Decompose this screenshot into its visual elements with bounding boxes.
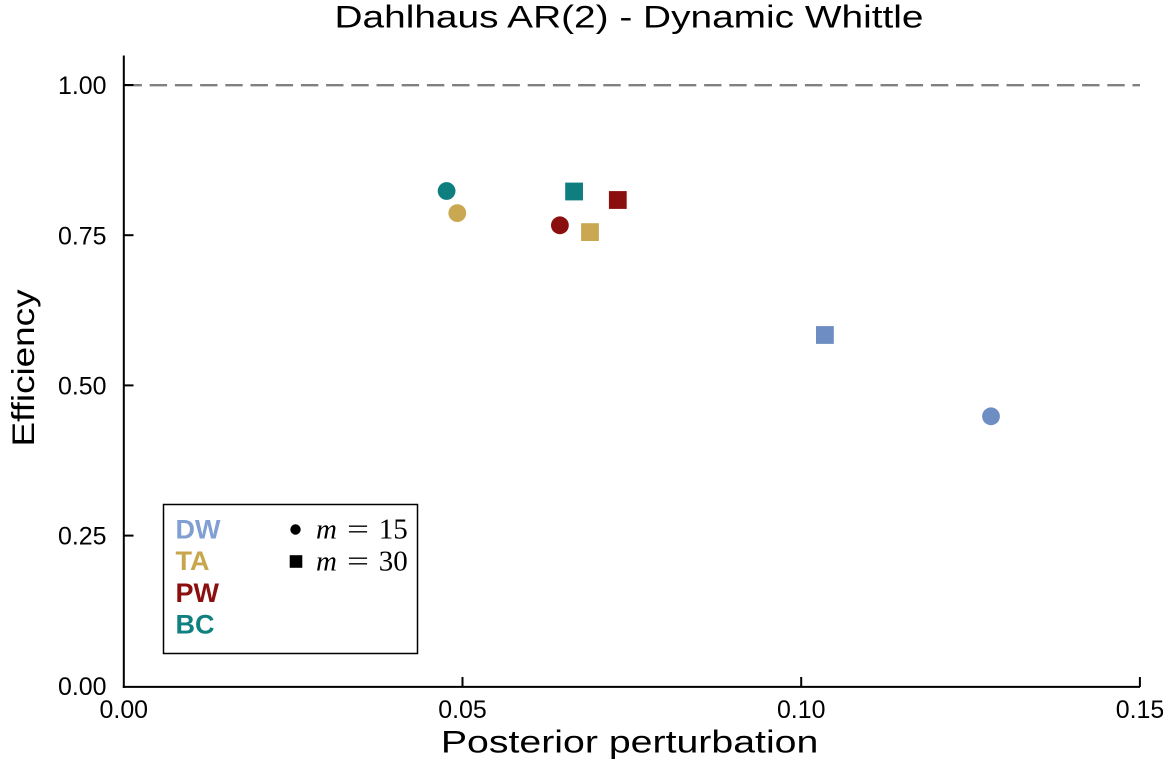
svg-text:DW: DW [176,515,221,545]
svg-text:0.50: 0.50 [58,373,107,401]
svg-text:Dahlhaus AR(2) - Dynamic Whitt: Dahlhaus AR(2) - Dynamic Whittle [335,0,924,35]
svg-text:Efficiency: Efficiency [5,289,41,446]
svg-text:BC: BC [176,610,215,640]
svg-text:0.10: 0.10 [777,696,826,724]
svg-text:0.00: 0.00 [100,696,149,724]
svg-text:0.75: 0.75 [58,222,107,250]
svg-text:m=30: m = 30 [316,545,408,577]
svg-text:m=15: m = 15 [316,514,408,546]
svg-text:PW: PW [176,578,220,608]
svg-text:0.05: 0.05 [438,696,487,724]
svg-text:TA: TA [176,546,210,576]
svg-text:0.25: 0.25 [58,523,107,551]
svg-text:0.00: 0.00 [58,673,107,701]
svg-text:1.00: 1.00 [58,72,107,100]
svg-text:Posterior perturbation: Posterior perturbation [441,724,819,760]
svg-text:0.15: 0.15 [1116,696,1163,724]
